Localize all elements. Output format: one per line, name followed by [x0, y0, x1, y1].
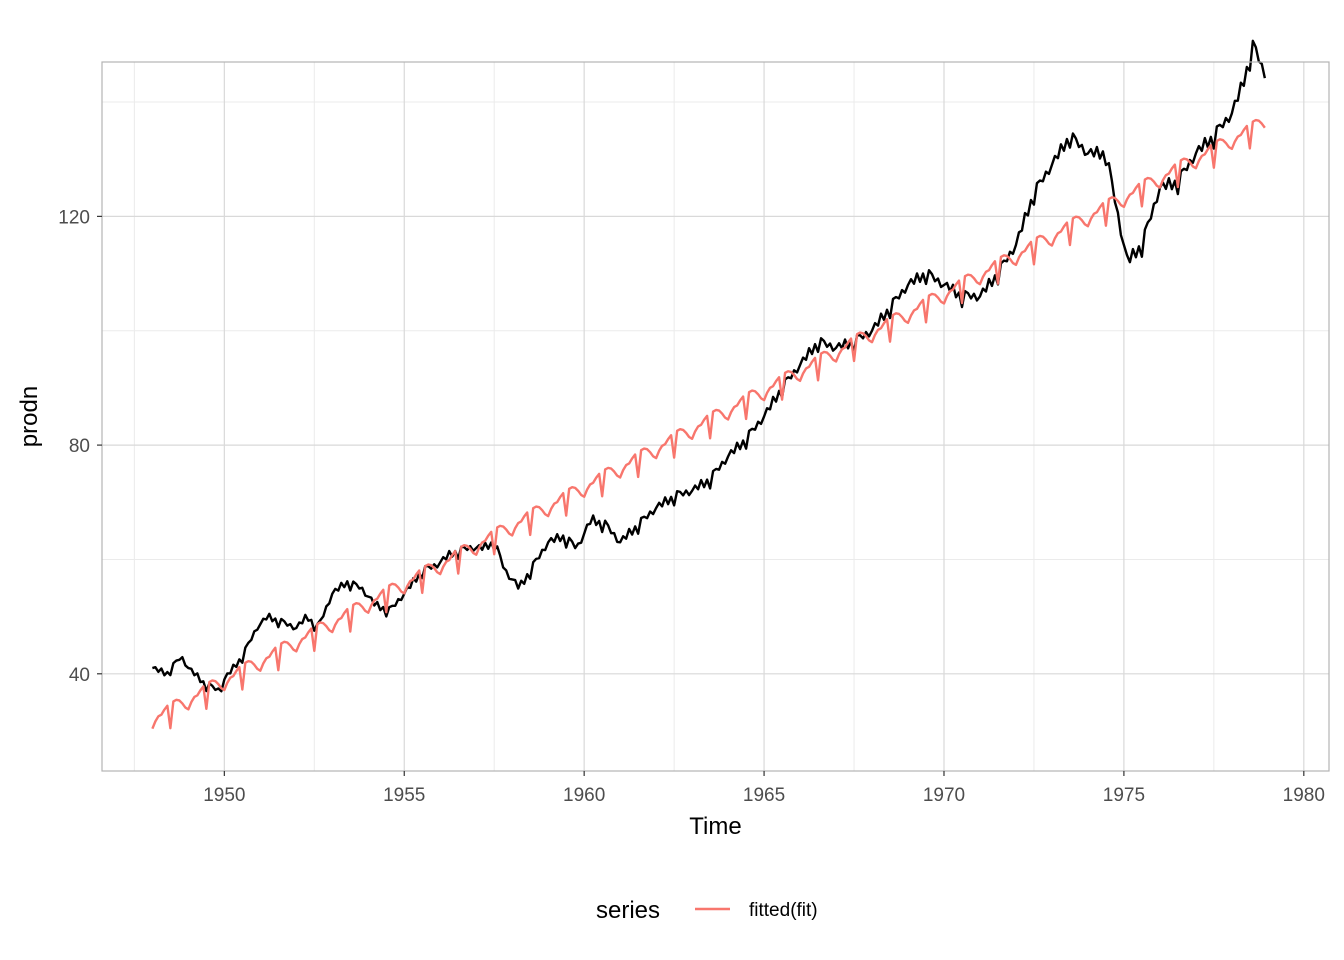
axis-labels: 1950 1955 1960 1965 1970 1975 1980 40 80 120 [58, 207, 1325, 806]
y-axis-title: prodn [16, 386, 43, 447]
x-tick-label: 1970 [923, 785, 965, 806]
x-tick-label: 1960 [563, 785, 605, 806]
x-tick-label: 1975 [1103, 785, 1145, 806]
grid-major [102, 62, 1329, 771]
x-tick-label: 1950 [203, 785, 245, 806]
legend: series fitted(fit) [596, 897, 818, 924]
x-tick-label: 1980 [1283, 785, 1325, 806]
x-tick-label: 1965 [743, 785, 785, 806]
y-tick-label: 80 [69, 436, 90, 457]
series-line-prodn [152, 39, 1267, 693]
y-tick-label: 40 [69, 665, 90, 686]
series-lines [151, 39, 1267, 730]
x-tick-label: 1955 [383, 785, 425, 806]
legend-label-fitted: fitted(fit) [749, 900, 818, 921]
x-axis-title: Time [689, 813, 741, 840]
legend-title: series [596, 897, 660, 924]
series-line-fitted [151, 118, 1266, 730]
grid-minor [102, 62, 1329, 771]
y-tick-label: 120 [58, 207, 90, 228]
panel-border [101, 61, 1330, 772]
axis-ticks [97, 215, 1305, 776]
